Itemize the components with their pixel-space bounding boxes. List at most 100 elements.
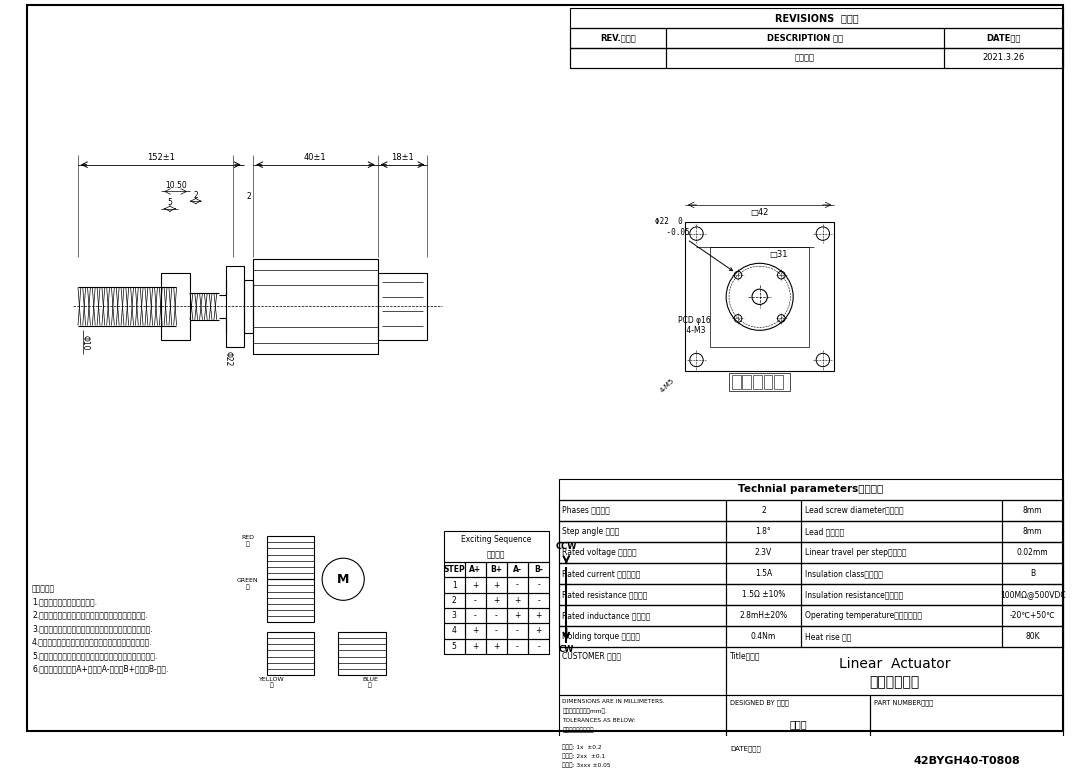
Text: 励磁顺序: 励磁顺序 (487, 550, 506, 559)
Bar (378, 273, 427, 340)
Text: 2: 2 (246, 191, 251, 201)
Bar (244, 280, 253, 333)
Text: Rated current 颗定相电流: Rated current 颗定相电流 (562, 569, 641, 578)
Text: 片尺展应为毫米（mm）.: 片尺展应为毫米（mm）. (562, 708, 607, 714)
Bar (486, 624, 507, 638)
Text: 2.3V: 2.3V (755, 548, 772, 557)
Bar (443, 531, 549, 562)
Text: 2.电机螺杆不能夹装或者受到硬物挤压，以免损坏螺牙.: 2.电机螺杆不能夹装或者受到硬物挤压，以免损坏螺牙. (32, 611, 147, 620)
Text: Φ10: Φ10 (80, 335, 90, 351)
Bar (570, 48, 666, 68)
Bar (559, 542, 726, 563)
Text: 0.02mm: 0.02mm (1017, 548, 1048, 557)
Text: 2: 2 (761, 506, 765, 514)
Text: □42: □42 (750, 208, 769, 217)
Bar (800, 584, 1001, 605)
Bar (943, 28, 1064, 48)
Text: -: - (517, 581, 519, 590)
Bar (443, 562, 465, 578)
Bar (507, 578, 527, 593)
Text: 18±1: 18±1 (391, 152, 414, 161)
Text: Rated resistance 颗定电阴: Rated resistance 颗定电阴 (562, 590, 648, 599)
Bar (559, 563, 1064, 584)
Text: 0.4Nm: 0.4Nm (751, 632, 776, 641)
Text: Linear travel per step整步步长: Linear travel per step整步步长 (805, 548, 906, 557)
Bar (729, 374, 791, 391)
Bar (527, 638, 549, 654)
Text: DESIGNED BY 设计：: DESIGNED BY 设计： (729, 699, 788, 705)
Bar (486, 578, 507, 593)
Text: Rated inductance 颗定电感: Rated inductance 颗定电感 (562, 611, 651, 620)
Text: +: + (494, 596, 499, 605)
Bar (570, 28, 666, 48)
Text: 陈棉涛: 陈棉涛 (790, 719, 807, 729)
Bar (800, 521, 1001, 542)
Text: RED
红: RED 红 (241, 535, 254, 547)
Text: 4-M5: 4-M5 (660, 378, 676, 394)
Bar (507, 638, 527, 654)
Text: 6.电机接线顺序为：A+红线，A-绿线，B+黄线，B-蓝线.: 6.电机接线顺序为：A+红线，A-绿线，B+黄线，B-蓝线. (32, 664, 168, 674)
Text: Step angle 步距角: Step angle 步距角 (562, 527, 620, 536)
Bar (486, 562, 507, 578)
Text: -: - (537, 596, 539, 605)
Bar (162, 273, 190, 340)
Bar (465, 562, 486, 578)
Bar (443, 578, 465, 593)
Text: -: - (517, 627, 519, 635)
Text: +: + (494, 581, 499, 590)
Text: 1.5A: 1.5A (755, 569, 772, 578)
Bar (726, 647, 1064, 695)
Text: 1.电机螺杆不得承受径向负载.: 1.电机螺杆不得承受径向负载. (32, 598, 97, 607)
Text: 100MΩ@500VDC: 100MΩ@500VDC (1000, 590, 1066, 599)
Bar (1001, 521, 1064, 542)
Text: YELLOW
黄: YELLOW 黄 (259, 677, 284, 688)
Bar (726, 605, 800, 626)
Bar (465, 638, 486, 654)
Text: Φ22  0
    -0.05: Φ22 0 -0.05 (648, 217, 733, 271)
Bar (559, 605, 726, 626)
Bar (507, 562, 527, 578)
Text: 5: 5 (167, 198, 173, 208)
Bar (570, 28, 1064, 48)
Text: DIMENSIONS ARE IN MILLIMETERS.: DIMENSIONS ARE IN MILLIMETERS. (562, 699, 665, 704)
Bar (507, 608, 527, 624)
Bar (486, 638, 507, 654)
Bar (559, 542, 1064, 563)
Bar (443, 593, 465, 608)
Text: 线性步进电机: 线性步进电机 (869, 674, 919, 689)
Text: -: - (537, 642, 539, 651)
Text: 42BYGH40-T0808: 42BYGH40-T0808 (913, 756, 1020, 766)
Bar (253, 258, 378, 355)
Bar (559, 741, 726, 769)
Bar (1001, 605, 1064, 626)
Bar (1001, 563, 1064, 584)
Text: 注意事项：: 注意事项： (32, 584, 55, 593)
Text: 4: 4 (452, 627, 456, 635)
Text: 152±1: 152±1 (146, 152, 175, 161)
Text: Linear  Actuator: Linear Actuator (839, 657, 950, 671)
Bar (507, 624, 527, 638)
Text: 2021.3.26: 2021.3.26 (982, 53, 1024, 62)
Text: 1: 1 (452, 581, 456, 590)
Text: A+: A+ (470, 565, 482, 574)
Text: +: + (514, 611, 521, 620)
Text: DESCRIPTION 描述: DESCRIPTION 描述 (767, 33, 843, 42)
Bar (1001, 542, 1064, 563)
Text: 5.电机必须轻拿轻放，拿取时请拿电机本体，勿手持引出线.: 5.电机必须轻拿轻放，拿取时请拿电机本体，勿手持引出线. (32, 651, 157, 660)
Bar (226, 266, 244, 347)
Text: PCD φ16
 4-M3: PCD φ16 4-M3 (678, 316, 711, 335)
Text: +: + (535, 627, 542, 635)
Bar (527, 578, 549, 593)
Bar (266, 579, 314, 622)
Text: B: B (1030, 569, 1035, 578)
Bar (443, 638, 465, 654)
Text: BLUE
蓝: BLUE 蓝 (363, 677, 378, 688)
Text: M: M (337, 573, 349, 586)
Text: CW: CW (559, 644, 574, 654)
Bar (559, 695, 726, 741)
Bar (1001, 584, 1064, 605)
Text: +: + (472, 642, 478, 651)
Text: -: - (537, 581, 539, 590)
Bar (666, 28, 943, 48)
Bar (559, 563, 726, 584)
